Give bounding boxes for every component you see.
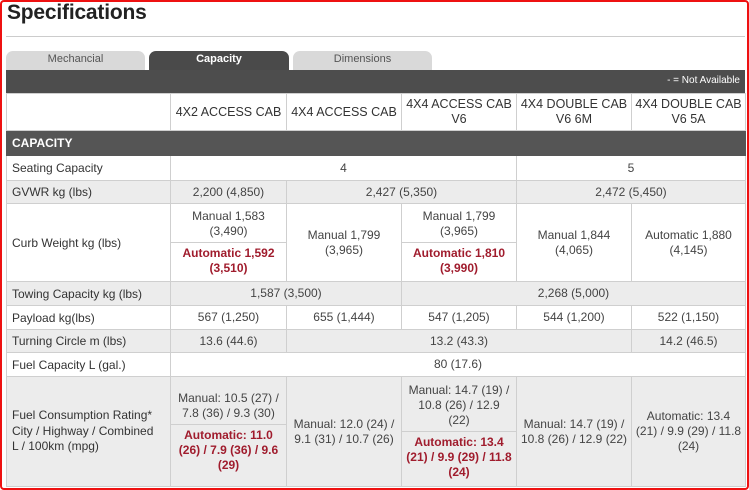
tab-capacity[interactable]: Capacity (149, 51, 289, 70)
row-label: Towing Capacity kg (lbs) (6, 281, 171, 306)
not-available-legend: - = Not Available (667, 75, 740, 86)
page-title: Specifications (7, 1, 147, 24)
row-label: Turning Circle m (lbs) (6, 329, 171, 353)
cell-value: Manual 1,844 (4,065) (516, 203, 632, 282)
cell-value: 2,200 (4,850) (170, 180, 287, 204)
cell-value: Manual 1,799 (3,965) Automatic 1,810 (3,… (401, 203, 517, 282)
cell-value: Manual 1,799 (3,965) (286, 203, 402, 282)
column-header: 4X4 DOUBLE CAB V6 6M (516, 93, 632, 131)
table-row: Turning Circle m (lbs) 13.6 (44.6) 13.2 … (6, 329, 746, 353)
automatic-value: Automatic: 11.0 (26) / 7.9 (36) / 9.6 (2… (178, 427, 279, 472)
column-header: 4X2 ACCESS CAB (170, 93, 287, 131)
automatic-value: Automatic 1,810 (3,990) (412, 246, 506, 275)
column-header: 4X4 ACCESS CAB V6 (401, 93, 517, 131)
table-row: Fuel Consumption Rating* City / Highway … (6, 376, 746, 487)
cell-value: 2,268 (5,000) (401, 281, 746, 306)
row-label: GVWR kg (lbs) (6, 180, 171, 204)
column-header: 4X4 DOUBLE CAB V6 5A (631, 93, 746, 131)
cell-value: 5 (516, 155, 746, 181)
column-header: 4X4 ACCESS CAB (286, 93, 402, 131)
tab-mechanical[interactable]: Mechancial (6, 51, 145, 70)
cell-value: 567 (1,250) (170, 305, 287, 330)
manual-value: Manual 1,583 (3,490) (171, 206, 286, 243)
cell-value: 1,587 (3,500) (170, 281, 402, 306)
cell-value: Manual 1,583 (3,490) Automatic 1,592 (3,… (170, 203, 287, 282)
cell-value: 14.2 (46.5) (631, 329, 746, 353)
cell-value: 522 (1,150) (631, 305, 746, 330)
row-label: Payload kg(lbs) (6, 305, 171, 330)
table-row: Fuel Capacity L (gal.) 80 (17.6) (6, 352, 746, 377)
table-header-bar: - = Not Available (6, 70, 745, 93)
table-row: Towing Capacity kg (lbs) 1,587 (3,500) 2… (6, 281, 746, 306)
cell-value: 13.2 (43.3) (286, 329, 632, 353)
cell-value: 2,427 (5,350) (286, 180, 517, 204)
cell-value: 80 (17.6) (170, 352, 746, 377)
section-title: CAPACITY (6, 130, 746, 156)
cell-value: Manual: 10.5 (27) / 7.8 (36) / 9.3 (30) … (170, 376, 287, 487)
specifications-table: 4X2 ACCESS CAB 4X4 ACCESS CAB 4X4 ACCESS… (6, 93, 746, 487)
automatic-value: Automatic: 13.4 (21) / 9.9 (29) / 11.8 (… (406, 435, 512, 479)
automatic-value: Automatic 1,592 (3,510) (182, 246, 275, 275)
section-row: CAPACITY (6, 130, 746, 156)
row-label: Fuel Consumption Rating* City / Highway … (6, 376, 171, 487)
tab-dimensions[interactable]: Dimensions (293, 51, 432, 70)
manual-value: Manual 1,799 (3,965) (402, 206, 516, 243)
cell-value: 544 (1,200) (516, 305, 632, 330)
row-label: Seating Capacity (6, 155, 171, 181)
table-row: GVWR kg (lbs) 2,200 (4,850) 2,427 (5,350… (6, 180, 746, 204)
cell-value: 547 (1,205) (401, 305, 517, 330)
cell-value: Automatic: 13.4 (21) / 9.9 (29) / 11.8 (… (631, 376, 746, 487)
cell-value: Manual: 14.7 (19) / 10.8 (26) / 12.9 (22… (516, 376, 632, 487)
column-header-row: 4X2 ACCESS CAB 4X4 ACCESS CAB 4X4 ACCESS… (6, 93, 746, 131)
table-row: Payload kg(lbs) 567 (1,250) 655 (1,444) … (6, 305, 746, 330)
cell-value: Automatic 1,880 (4,145) (631, 203, 746, 282)
title-divider (6, 36, 745, 37)
cell-value: 4 (170, 155, 517, 181)
table-row: Seating Capacity 4 5 (6, 155, 746, 181)
cell-value: 13.6 (44.6) (170, 329, 287, 353)
cell-value: Manual: 12.0 (24) / 9.1 (31) / 10.7 (26) (286, 376, 402, 487)
cell-value: Manual: 14.7 (19) / 10.8 (26) / 12.9 (22… (401, 376, 517, 487)
row-label: Fuel Capacity L (gal.) (6, 352, 171, 377)
cell-value: 655 (1,444) (286, 305, 402, 330)
manual-value: Manual: 10.5 (27) / 7.8 (36) / 9.3 (30) (171, 388, 286, 425)
manual-value: Manual: 14.7 (19) / 10.8 (26) / 12.9 (22… (402, 380, 516, 432)
header-blank (6, 93, 171, 131)
row-label: Curb Weight kg (lbs) (6, 203, 171, 282)
table-row: Curb Weight kg (lbs) Manual 1,583 (3,490… (6, 203, 746, 282)
cell-value: 2,472 (5,450) (516, 180, 746, 204)
